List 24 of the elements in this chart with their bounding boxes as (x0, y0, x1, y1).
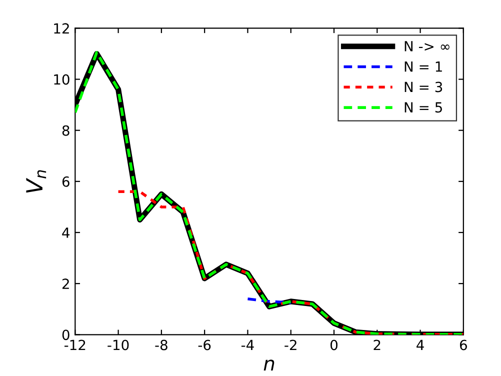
x-tick-label: -6 (198, 340, 211, 350)
y-axis-title: V$_{n}$ (26, 170, 46, 193)
legend-label: N -> ∞ (404, 41, 450, 52)
legend-label: N = 3 (404, 82, 442, 92)
x-tick-label: -2 (284, 340, 296, 350)
y-tick-label: 2 (62, 278, 69, 289)
x-tick-label: -8 (155, 340, 168, 350)
y-tick-label: 12 (54, 23, 69, 34)
y-tick-label: 4 (62, 228, 70, 238)
x-tick-label: -12 (64, 340, 86, 350)
x-tick-label: -10 (108, 340, 129, 350)
y-tick-label: 8 (62, 125, 70, 136)
line-series (116, 190, 464, 335)
x-tick-label: 2 (374, 340, 380, 350)
y-tick-label: 10 (54, 74, 70, 85)
x-tick-label: -4 (241, 340, 254, 350)
legend-label: N = 5 (404, 102, 442, 113)
y-tick-label: 0 (62, 330, 70, 340)
x-tick-label: 0 (330, 340, 338, 350)
x-axis-title: n (264, 360, 274, 370)
x-tick-label: 6 (460, 340, 467, 350)
y-tick-label: 6 (62, 176, 70, 187)
legend-label: N = 1 (404, 62, 442, 72)
x-tick-label: 4 (416, 340, 424, 350)
